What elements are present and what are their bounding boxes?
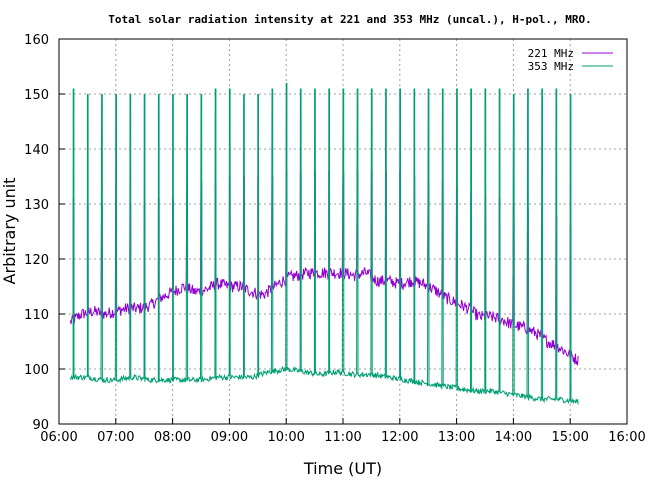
x-tick-label: 09:00 — [211, 430, 248, 445]
y-tick-label: 140 — [24, 143, 49, 158]
series-layer — [69, 82, 579, 405]
y-tick-label: 130 — [24, 198, 49, 213]
y-tick-label: 100 — [24, 363, 49, 378]
legend-label: 221 MHz — [528, 47, 574, 60]
x-tick-label: 16:00 — [608, 430, 645, 445]
x-tick-label: 08:00 — [154, 430, 191, 445]
x-tick-label: 13:00 — [438, 430, 475, 445]
x-axis: 06:00 07:00 08:00 09:00 10:00 11:00 12:00 13:00… — [40, 418, 646, 445]
y-tick-label: 160 — [24, 33, 49, 48]
y-axis: 90 100 110 120 130 140 150 160 — [24, 33, 65, 433]
x-tick-label: 11:00 — [324, 430, 361, 445]
y-tick-label: 150 — [24, 88, 49, 103]
x-tick-label: 12:00 — [381, 430, 418, 445]
series-line-221-mhz — [69, 170, 579, 366]
x-tick-label: 15:00 — [551, 430, 588, 445]
x-axis-label: Time (UT) — [303, 459, 382, 478]
y-axis-label: Arbitrary unit — [0, 178, 19, 285]
y-tick-label: 120 — [24, 253, 49, 268]
x-tick-label: 14:00 — [495, 430, 532, 445]
y-tick-label: 110 — [24, 308, 49, 323]
y-tick-label: 90 — [32, 418, 49, 433]
chart-title: Total solar radiation intensity at 221 a… — [108, 13, 591, 26]
x-tick-label: 06:00 — [40, 430, 77, 445]
x-tick-label: 07:00 — [97, 430, 134, 445]
x-tick-label: 10:00 — [267, 430, 304, 445]
series-line-353-mhz — [69, 82, 579, 405]
legend-label: 353 MHz — [528, 60, 574, 73]
